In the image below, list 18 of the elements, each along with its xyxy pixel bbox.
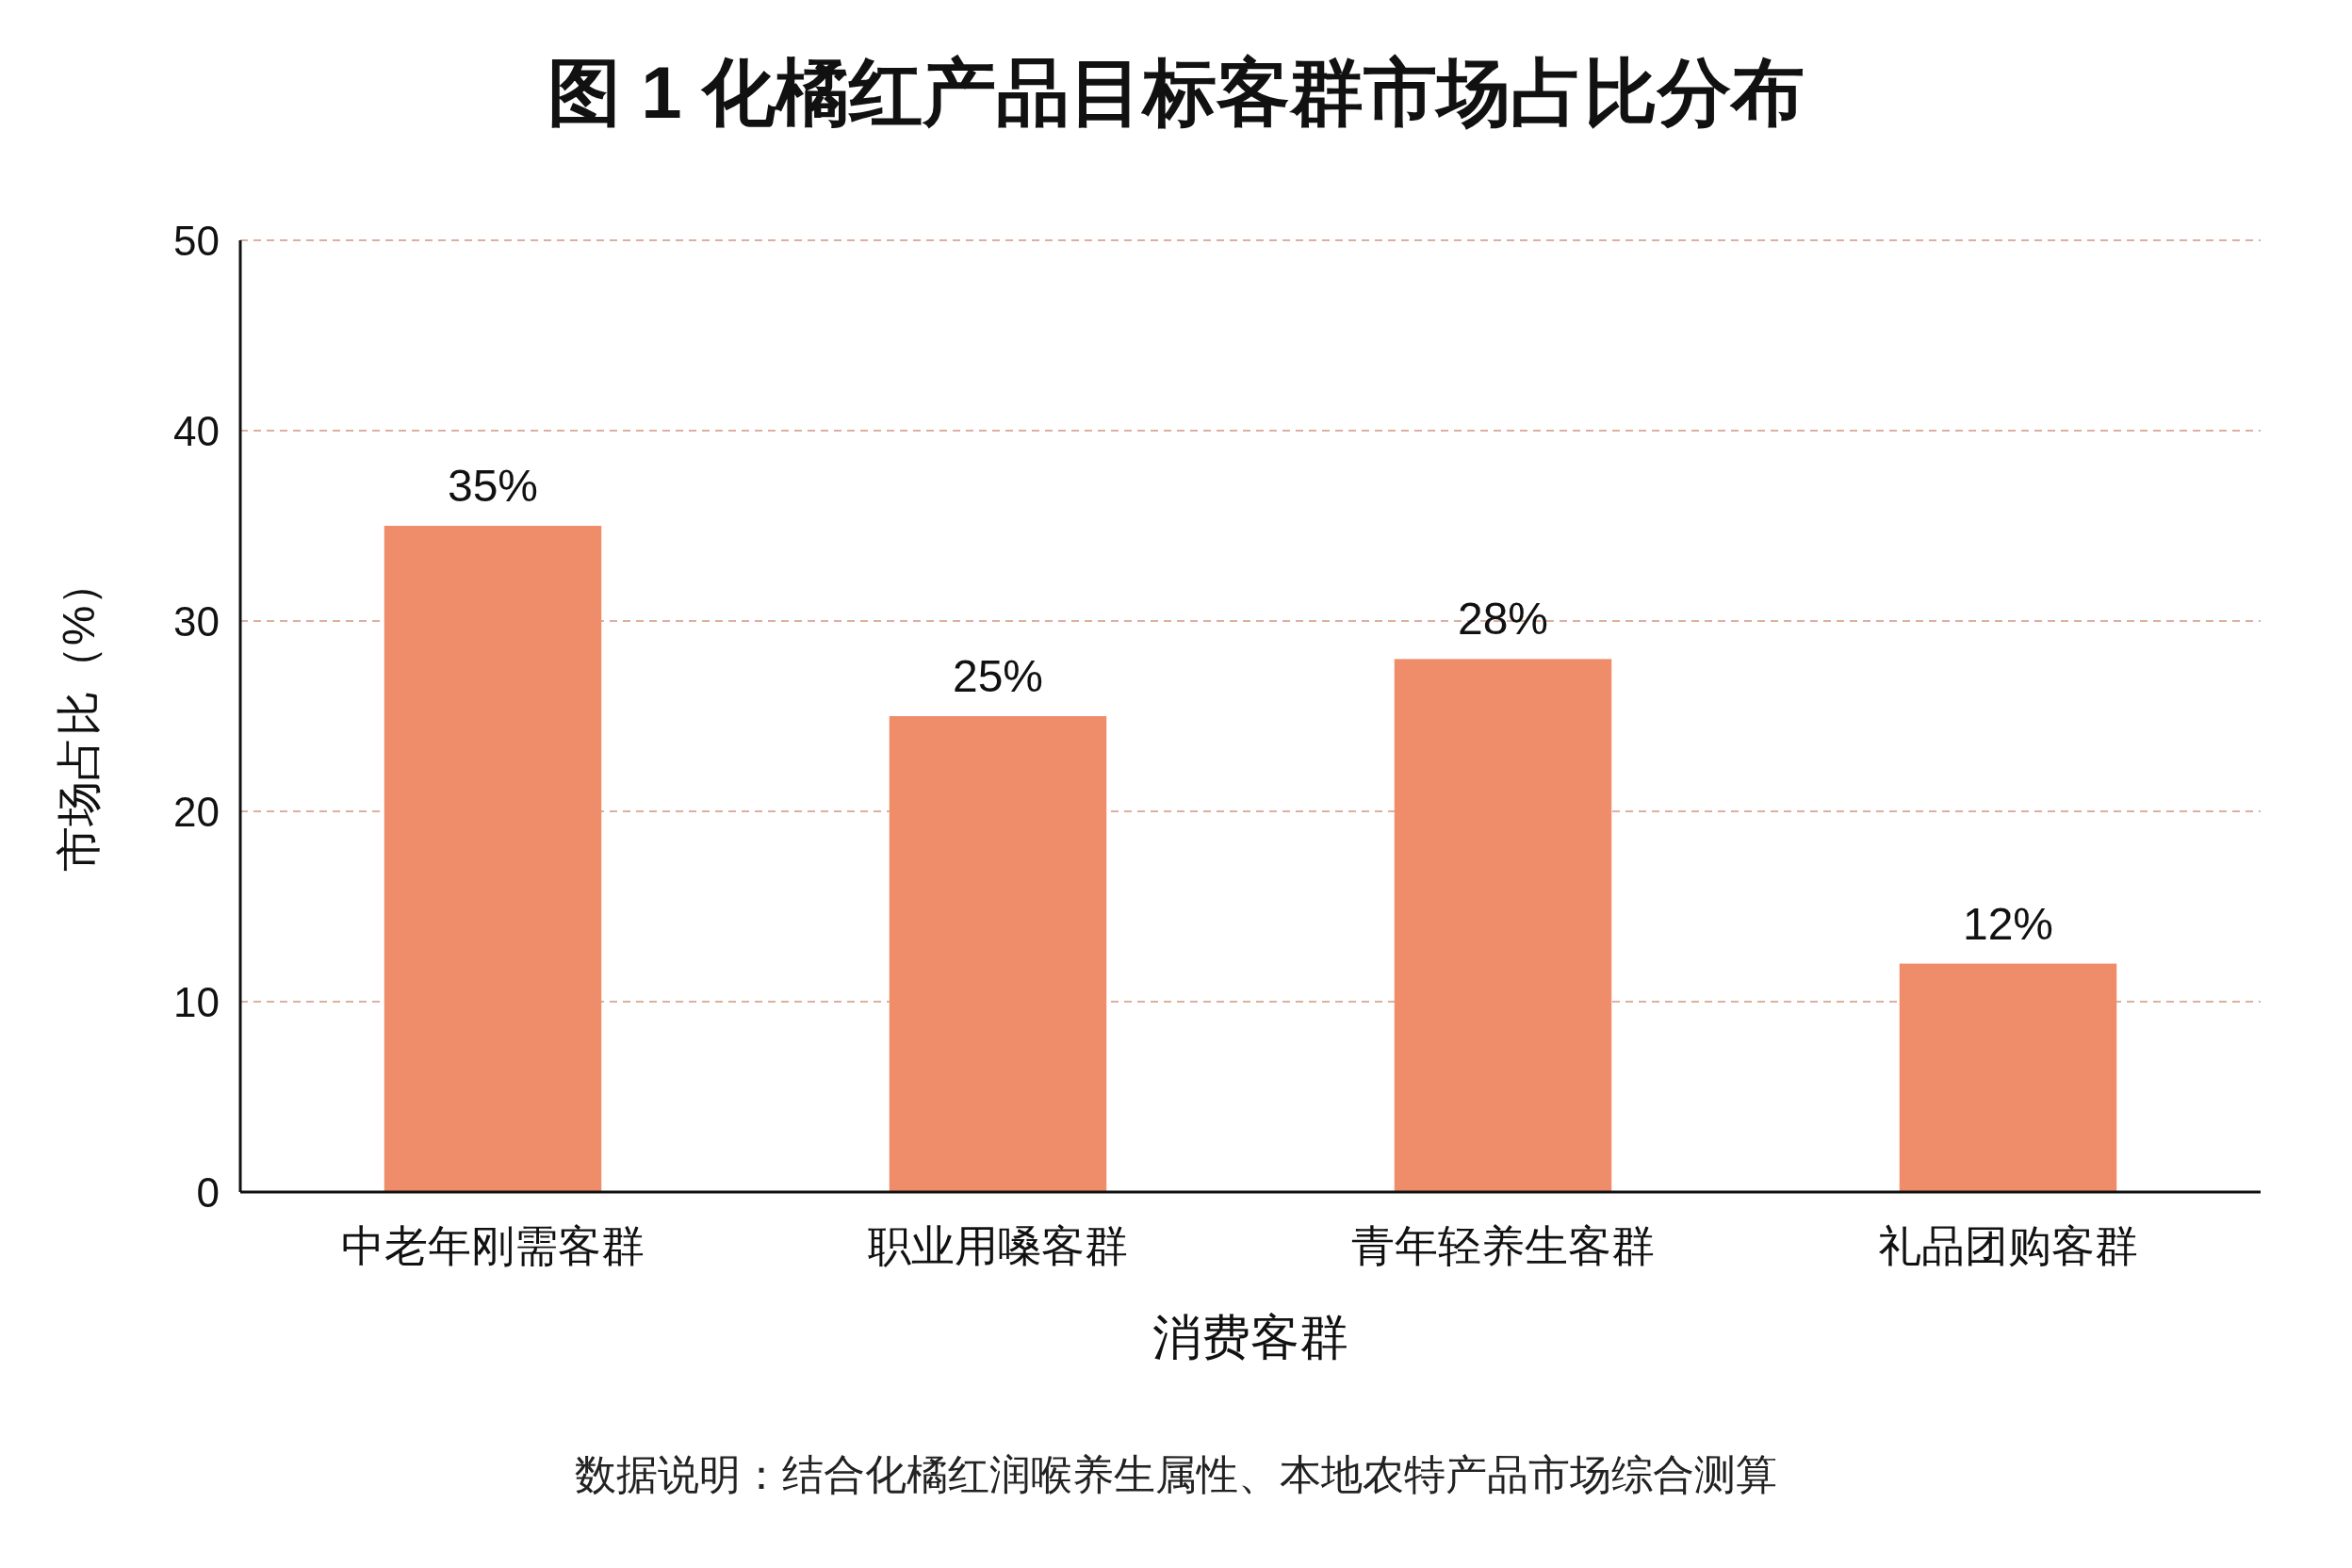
y-tick: 0 — [196, 1169, 220, 1216]
y-tick: 50 — [173, 218, 220, 264]
x-tick: 中老年刚需客群 — [341, 1221, 645, 1270]
x-tick: 职业用嗓客群 — [868, 1221, 1128, 1270]
ylabel: 市场占比（%） — [54, 560, 104, 873]
x-tick: 礼品团购客群 — [1878, 1221, 2138, 1270]
y-tick: 10 — [173, 979, 220, 1025]
y-tick: 40 — [173, 408, 220, 454]
data-label: 25% — [952, 651, 1044, 701]
y-tick: 30 — [173, 598, 220, 645]
data-label: 35% — [447, 461, 539, 511]
x-tick: 青年轻养生客群 — [1351, 1221, 1655, 1270]
title: 图 1 化橘红产品目标客群市场占比分布 — [547, 51, 1805, 134]
data-label: 12% — [1962, 898, 2054, 949]
xlabel: 消费客群 — [1152, 1310, 1348, 1364]
data-label: 28% — [1457, 594, 1549, 645]
y-tick: 20 — [173, 789, 220, 835]
annotation: 数据说明：结合化橘红润喉养生属性、本地农特产品市场综合测算 — [575, 1451, 1777, 1497]
